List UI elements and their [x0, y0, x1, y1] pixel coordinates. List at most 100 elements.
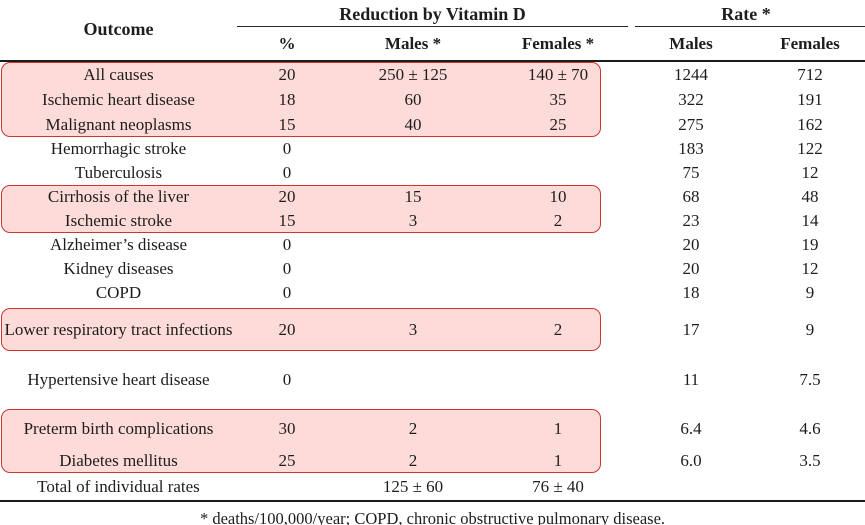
- table-row: All causes 20 250 ± 125 140 ± 70 1244 71…: [0, 62, 865, 87]
- males-rate-cell: 18: [682, 283, 700, 302]
- outcome-cell: Total of individual rates: [37, 476, 200, 496]
- females-reduction-cell: 2: [553, 211, 563, 230]
- males-reduction-cell: 2: [408, 418, 418, 438]
- males-reduction-cell: 15: [404, 187, 422, 206]
- females-rate-cell: 12: [801, 163, 819, 182]
- rate-group-header: Rate *: [721, 3, 771, 24]
- females-reduction-cell: 10: [549, 187, 567, 206]
- table-header: Outcome Reduction by Vitamin D Rate * % …: [0, 0, 865, 62]
- females-reduction-cell: 35: [549, 89, 567, 109]
- females-rate-cell: 4.6: [799, 418, 821, 438]
- females-rate-cell: 122: [797, 139, 823, 158]
- females-rate-cell: 12: [801, 259, 819, 278]
- percent-cell: 25: [278, 450, 296, 470]
- males-reduction-cell: 40: [404, 114, 422, 134]
- outcome-cell: Malignant neoplasms: [45, 114, 192, 134]
- females-rate-cell: 19: [801, 235, 819, 254]
- males-reduction-cell: 3: [408, 319, 418, 339]
- males-rate-cell: 322: [678, 89, 704, 109]
- males-rate-cell: 75: [682, 163, 700, 182]
- males-rate-cell: 11: [682, 370, 700, 389]
- subheader-row: % Males * Females * Males Females: [0, 30, 865, 58]
- table-row: Malignant neoplasms 15 40 25 275 162: [0, 112, 865, 137]
- percent-cell: 0: [282, 163, 292, 182]
- highlight-box: [1, 185, 601, 233]
- highlight-box: [1, 308, 601, 351]
- males-reduction-cell: 3: [408, 211, 418, 230]
- outcome-cell: Ischemic heart disease: [42, 89, 195, 109]
- males-rate-cell: 68: [682, 187, 700, 206]
- subheader-females-rate: Females: [780, 34, 840, 53]
- subheader-females-reduction: Females *: [521, 34, 595, 53]
- outcome-cell: All causes: [83, 64, 154, 84]
- outcome-cell: Hemorrhagic stroke: [50, 139, 187, 158]
- females-rate-cell: 3.5: [799, 450, 821, 470]
- males-reduction-cell: 60: [404, 89, 422, 109]
- table-row: Alzheimer’s disease 0 20 19: [0, 233, 865, 257]
- table-body: All causes 20 250 ± 125 140 ± 70 1244 71…: [0, 62, 865, 500]
- females-reduction-cell: 76 ± 40: [532, 476, 584, 496]
- outcome-cell: Ischemic stroke: [64, 211, 173, 230]
- males-rate-cell: 20: [682, 259, 700, 278]
- females-rate-cell: 9: [805, 283, 815, 302]
- table-row: Kidney diseases 0 20 12: [0, 257, 865, 281]
- highlight-box: [1, 62, 601, 137]
- table-row: Cirrhosis of the liver 20 15 10 68 48: [0, 185, 865, 209]
- females-rate-cell: 48: [801, 187, 819, 206]
- highlight-group: Lower respiratory tract infections 20 3 …: [0, 308, 865, 351]
- males-rate-cell: 6.0: [680, 450, 702, 470]
- percent-cell: 20: [278, 187, 296, 206]
- percent-cell: 18: [278, 89, 296, 109]
- subheader-males-reduction: Males *: [384, 34, 442, 53]
- females-rate-cell: 7.5: [799, 370, 821, 389]
- table-bottom-rule: [0, 500, 865, 503]
- outcome-cell: Preterm birth complications: [23, 418, 214, 438]
- males-rate-cell: 1244: [674, 64, 708, 84]
- females-rate-cell: 9: [805, 319, 815, 339]
- subheader-percent: %: [278, 34, 296, 53]
- table-row: Ischemic heart disease 18 60 35 322 191: [0, 87, 865, 112]
- outcome-cell: COPD: [95, 283, 142, 302]
- females-rate-cell: 162: [797, 114, 823, 134]
- table-row: Tuberculosis 0 75 12: [0, 161, 865, 185]
- percent-cell: 0: [282, 370, 292, 389]
- outcome-cell: Tuberculosis: [74, 163, 163, 182]
- females-rate-cell: 14: [801, 211, 819, 230]
- table-row: Lower respiratory tract infections 20 3 …: [0, 308, 865, 351]
- table-row: Diabetes mellitus 25 2 1 6.0 3.5: [0, 448, 865, 473]
- females-reduction-cell: 1: [553, 418, 563, 438]
- subheader-males-rate: Males: [669, 34, 713, 53]
- table-row: Preterm birth complications 30 2 1 6.4 4…: [0, 409, 865, 448]
- highlight-group: Cirrhosis of the liver 20 15 10 68 48 Is…: [0, 185, 865, 233]
- outcome-cell: Diabetes mellitus: [59, 450, 178, 470]
- females-reduction-cell: 1: [553, 450, 563, 470]
- males-reduction-cell: 2: [408, 450, 418, 470]
- males-rate-cell: 20: [682, 235, 700, 254]
- table-row: COPD 0 18 9: [0, 281, 865, 305]
- outcome-cell: Alzheimer’s disease: [49, 235, 188, 254]
- percent-cell: 0: [282, 139, 292, 158]
- males-rate-cell: 275: [678, 114, 704, 134]
- table-footnote: * deaths/100,000/year; COPD, chronic obs…: [199, 509, 666, 525]
- total-row: Total of individual rates 125 ± 60 76 ± …: [0, 473, 865, 500]
- females-reduction-cell: 2: [553, 319, 563, 339]
- percent-cell: 15: [278, 211, 296, 230]
- header-bottom-rule: [0, 60, 865, 62]
- highlight-group: Preterm birth complications 30 2 1 6.4 4…: [0, 409, 865, 473]
- females-reduction-cell: 25: [549, 114, 567, 134]
- reduction-group-underline: [237, 26, 628, 28]
- males-rate-cell: 17: [682, 319, 700, 339]
- males-rate-cell: 6.4: [680, 418, 702, 438]
- outcome-cell: Hypertensive heart disease: [27, 370, 210, 389]
- males-reduction-cell: 250 ± 125: [378, 64, 448, 84]
- females-rate-cell: 191: [797, 89, 823, 109]
- percent-cell: 20: [278, 64, 296, 84]
- males-rate-cell: 183: [678, 139, 704, 158]
- percent-cell: 20: [278, 319, 296, 339]
- males-rate-cell: 23: [682, 211, 700, 230]
- percent-cell: 15: [278, 114, 296, 134]
- table-row: Ischemic stroke 15 3 2 23 14: [0, 209, 865, 233]
- percent-cell: 0: [282, 235, 292, 254]
- reduction-group-header: Reduction by Vitamin D: [339, 3, 526, 24]
- females-reduction-cell: 140 ± 70: [527, 64, 589, 84]
